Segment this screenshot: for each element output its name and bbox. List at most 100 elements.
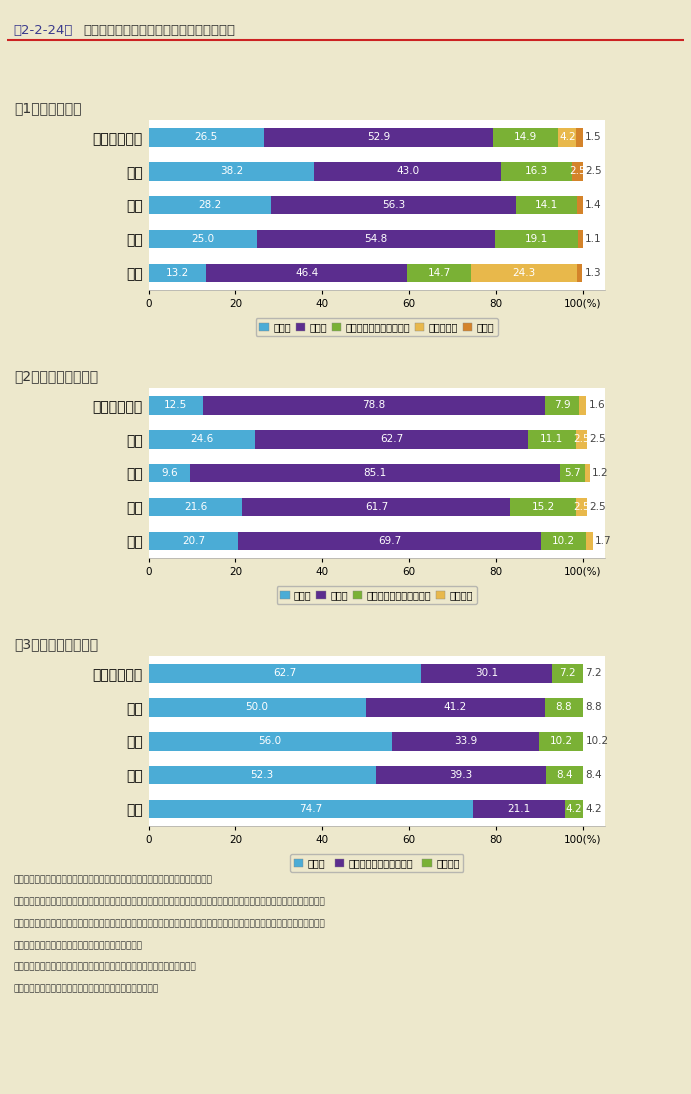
Bar [243, 498, 511, 516]
Bar [256, 430, 528, 449]
Text: 21.6: 21.6 [184, 502, 207, 512]
Text: 15.2: 15.2 [532, 502, 555, 512]
Text: 16.3: 16.3 [525, 166, 548, 176]
Text: 1.7: 1.7 [595, 536, 612, 546]
Text: 50.0: 50.0 [246, 702, 269, 712]
Text: 4.2: 4.2 [565, 804, 582, 814]
Text: 52.3: 52.3 [251, 770, 274, 780]
Bar [511, 498, 576, 516]
Bar [238, 532, 541, 550]
Bar [190, 464, 560, 482]
Text: 4.2: 4.2 [559, 132, 576, 142]
Bar [495, 230, 578, 248]
Text: 28.2: 28.2 [198, 200, 221, 210]
Bar [528, 430, 576, 449]
Text: 4.2: 4.2 [585, 804, 602, 814]
Bar [576, 430, 587, 449]
Text: 1.3: 1.3 [585, 268, 601, 278]
Text: （3）博士課程修了時: （3）博士課程修了時 [14, 637, 98, 651]
Text: 26.5: 26.5 [194, 132, 218, 142]
Text: 30.1: 30.1 [475, 668, 498, 678]
Text: 21.1: 21.1 [507, 804, 531, 814]
Text: 7.2: 7.2 [559, 668, 576, 678]
Bar [149, 128, 264, 147]
Text: 85.1: 85.1 [363, 468, 387, 478]
Text: 11.1: 11.1 [540, 434, 563, 444]
Text: 74.7: 74.7 [299, 804, 323, 814]
Text: 54.8: 54.8 [365, 234, 388, 244]
Bar [547, 766, 583, 784]
Text: 大学の学位別進路動向（平成１４年３月）: 大学の学位別進路動向（平成１４年３月） [83, 24, 235, 37]
Text: 2.5: 2.5 [574, 502, 590, 512]
Text: 62.7: 62.7 [380, 434, 404, 444]
Text: 1.5: 1.5 [585, 132, 602, 142]
Text: 1.6: 1.6 [589, 400, 605, 410]
Text: （2）修士課程修了時: （2）修士課程修了時 [14, 369, 98, 383]
Bar [149, 396, 203, 415]
Bar [421, 664, 551, 683]
Bar [473, 800, 565, 818]
Text: ３．「その他１」とは、死亡・不詳の者である。: ３．「その他１」とは、死亡・不詳の者である。 [14, 941, 143, 950]
Text: 8.8: 8.8 [585, 702, 602, 712]
Bar [515, 196, 577, 214]
Bar [572, 162, 583, 181]
Text: 20.7: 20.7 [182, 536, 205, 546]
Bar [558, 128, 576, 147]
Text: 2.5: 2.5 [589, 502, 606, 512]
Text: 注）１．「自然科学平均」とは、理学・工学・農学・保健の合計の平均値である。: 注）１．「自然科学平均」とは、理学・工学・農学・保健の合計の平均値である。 [14, 875, 213, 884]
Bar [314, 162, 501, 181]
Bar [149, 464, 190, 482]
Legend: 進学者, 就職者, 就職が決まっていない者, 臨床研修医, その他: 進学者, 就職者, 就職が決まっていない者, 臨床研修医, その他 [256, 318, 498, 336]
Bar [149, 196, 271, 214]
Text: 24.6: 24.6 [190, 434, 214, 444]
Bar [578, 230, 583, 248]
Text: 資料：文部科学省「学校基本調査報告書（平成１４年度）」: 資料：文部科学省「学校基本調査報告書（平成１４年度）」 [14, 985, 159, 993]
Text: ２．「就職が決まっていない者」とは、一時的な仕事に就いた者、家事手伝い、研究生として学校に残っている者及び専修学: ２．「就職が決まっていない者」とは、一時的な仕事に就いた者、家事手伝い、研究生と… [14, 897, 325, 906]
Text: 10.2: 10.2 [552, 536, 575, 546]
Text: 2.5: 2.5 [569, 166, 586, 176]
Bar [565, 800, 583, 818]
Text: 43.0: 43.0 [397, 166, 419, 176]
Text: 2.5: 2.5 [589, 434, 605, 444]
Text: 14.7: 14.7 [428, 268, 451, 278]
Bar [541, 532, 585, 550]
Text: 39.3: 39.3 [449, 770, 473, 780]
Bar [585, 464, 590, 482]
Text: 1.1: 1.1 [585, 234, 602, 244]
Bar [257, 230, 495, 248]
Text: 24.3: 24.3 [513, 268, 536, 278]
Text: 41.2: 41.2 [444, 702, 467, 712]
Text: 8.4: 8.4 [556, 770, 573, 780]
Text: 69.7: 69.7 [378, 536, 401, 546]
Bar [149, 162, 314, 181]
Text: 1.4: 1.4 [585, 200, 602, 210]
Bar [493, 128, 558, 147]
Bar [471, 264, 577, 282]
Bar [149, 264, 206, 282]
Bar [551, 664, 583, 683]
Bar [366, 698, 545, 717]
Bar [545, 396, 580, 415]
Bar [560, 464, 585, 482]
Text: 2.5: 2.5 [573, 434, 589, 444]
Text: 10.2: 10.2 [549, 736, 573, 746]
Text: 14.9: 14.9 [514, 132, 538, 142]
Bar [203, 396, 545, 415]
Bar [580, 396, 587, 415]
Bar [376, 766, 547, 784]
Text: 56.0: 56.0 [258, 736, 282, 746]
Text: 7.2: 7.2 [585, 668, 602, 678]
Text: 13.2: 13.2 [166, 268, 189, 278]
Text: 12.5: 12.5 [164, 400, 187, 410]
Text: 2.5: 2.5 [585, 166, 602, 176]
Bar [545, 698, 583, 717]
Bar [149, 664, 421, 683]
Bar [149, 532, 238, 550]
Text: 1.2: 1.2 [592, 468, 609, 478]
Text: 5.7: 5.7 [564, 468, 580, 478]
Bar [264, 128, 493, 147]
Text: 9.6: 9.6 [161, 468, 178, 478]
Bar [576, 498, 587, 516]
Bar [149, 230, 257, 248]
Bar [271, 196, 515, 214]
